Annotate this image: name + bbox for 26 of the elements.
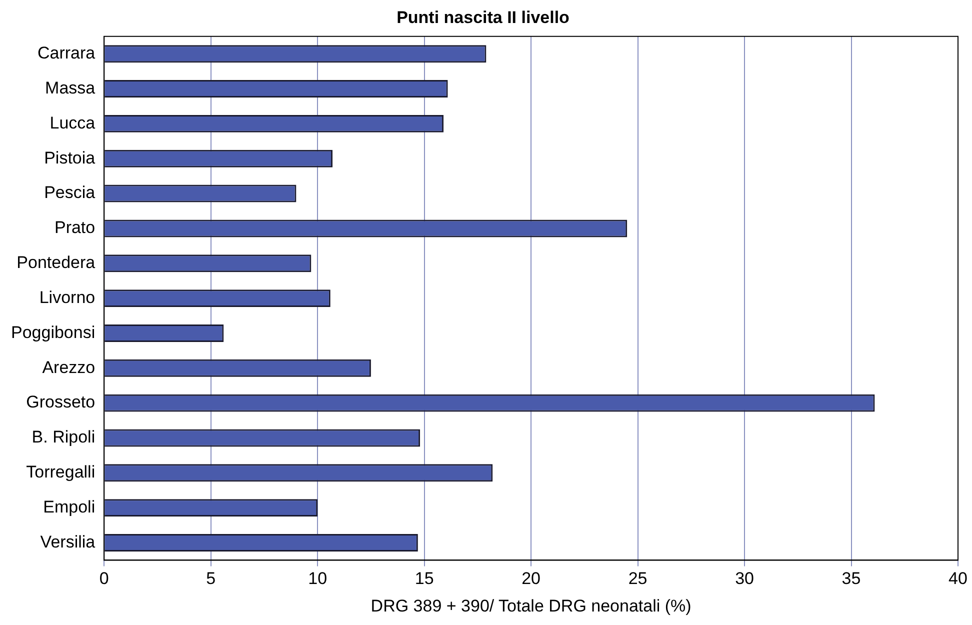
y-tick-label: Arezzo xyxy=(42,358,96,377)
x-tick-label: 30 xyxy=(735,569,754,588)
x-tick-label: 0 xyxy=(99,569,109,588)
x-tick-label: 25 xyxy=(628,569,648,588)
y-tick-label: Poggibonsi xyxy=(10,322,96,342)
x-tick-label: 5 xyxy=(206,569,216,588)
y-tick-label: Empoli xyxy=(43,498,96,517)
y-tick-label: Massa xyxy=(45,78,96,98)
y-tick-label: Torregalli xyxy=(26,462,96,482)
x-tick-label: 15 xyxy=(414,569,434,588)
y-tick-label: Livorno xyxy=(39,288,96,307)
y-tick-label: Grosseto xyxy=(26,392,96,412)
x-tick-label: 40 xyxy=(948,569,968,588)
x-axis-title: DRG 389 + 390/ Totale DRG neonatali (%) xyxy=(370,596,692,616)
y-tick-label: Versilia xyxy=(40,532,96,552)
y-tick-label: B. Ripoli xyxy=(32,428,96,447)
y-tick-label: Carrara xyxy=(37,44,96,63)
y-tick-label: Pontedera xyxy=(16,253,96,272)
y-tick-label: Lucca xyxy=(50,113,96,132)
y-tick-label: Pescia xyxy=(44,183,96,202)
chart-title: Punti nascita II livello xyxy=(396,8,570,27)
x-tick-label: 10 xyxy=(308,569,328,588)
x-tick-label: 35 xyxy=(842,569,861,588)
x-tick-label: 20 xyxy=(522,569,541,588)
y-tick-label: Pistoia xyxy=(44,148,96,168)
y-tick-label: Prato xyxy=(54,218,96,238)
